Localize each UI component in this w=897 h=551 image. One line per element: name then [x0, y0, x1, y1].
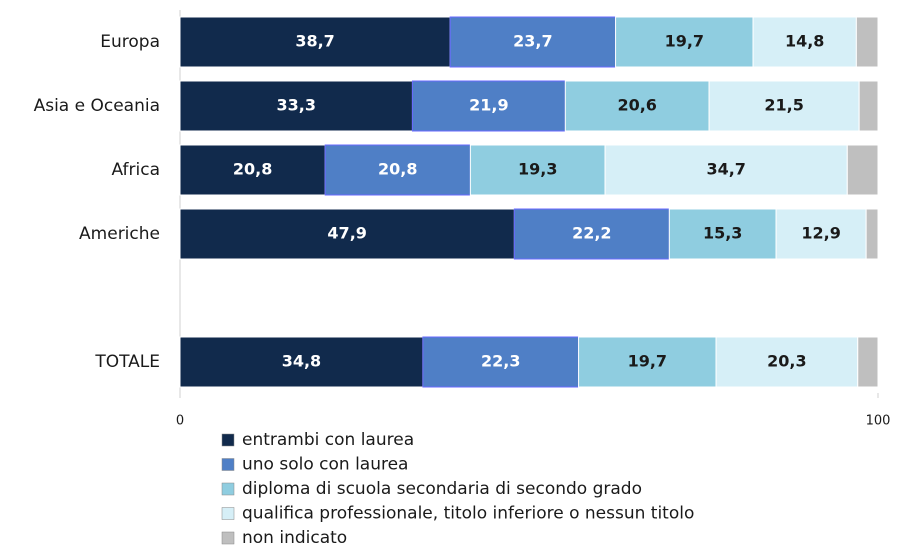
value-label: 12,9 [801, 224, 840, 243]
value-label: 20,6 [617, 96, 656, 115]
category-label: TOTALE [94, 352, 160, 372]
value-label: 21,5 [764, 96, 803, 115]
value-label: 20,8 [233, 160, 272, 179]
bar-segment [179, 80, 413, 132]
x-tick-label: 0 [176, 414, 184, 429]
bar-segment [668, 208, 777, 260]
bar-segment [858, 80, 879, 132]
bar-segment [179, 336, 424, 388]
bar-segment [513, 208, 670, 260]
legend-swatch [221, 482, 235, 496]
value-label: 34,8 [282, 352, 321, 371]
legend-swatch [221, 507, 235, 520]
value-label: 21,9 [469, 96, 508, 115]
value-label: 19,7 [628, 352, 667, 371]
value-label: 14,8 [785, 32, 824, 51]
value-label: 20,3 [767, 352, 806, 371]
bar-segment [411, 80, 566, 132]
bar-segment [775, 208, 867, 260]
legend-swatch [221, 458, 235, 471]
bar-segment [846, 144, 879, 196]
bar-segment [179, 144, 326, 196]
value-label: 22,2 [572, 224, 611, 243]
category-label: Europa [100, 32, 160, 52]
category-label: Asia e Oceania [34, 96, 160, 116]
value-label: 34,7 [706, 160, 745, 179]
legend-label: diploma di scuola secondaria di secondo … [242, 479, 642, 499]
bar-segment [708, 80, 860, 132]
value-label: 20,8 [378, 160, 417, 179]
value-label: 19,3 [518, 160, 557, 179]
value-label: 47,9 [327, 224, 366, 243]
legend-label: qualifica professionale, titolo inferior… [242, 504, 694, 524]
bar-segment [578, 336, 717, 388]
bar-segment [179, 16, 451, 68]
x-tick-label: 100 [866, 414, 891, 429]
bar-segment [604, 144, 848, 196]
bar-segment [865, 208, 879, 260]
bar-segment [615, 16, 754, 68]
legend-label: non indicato [242, 528, 347, 548]
bar-segment [715, 336, 859, 388]
value-label: 19,7 [665, 32, 704, 51]
legend-label: uno solo con laurea [242, 455, 408, 475]
category-label: Americhe [79, 224, 160, 244]
bar-segment [324, 144, 471, 196]
bar-segment [449, 16, 617, 68]
bar-segment [422, 336, 580, 388]
bar-segment [469, 144, 606, 196]
bar-segment [752, 16, 857, 68]
value-label: 33,3 [276, 96, 315, 115]
bar-segment [179, 208, 515, 260]
category-label: Africa [112, 160, 161, 180]
value-label: 38,7 [295, 32, 334, 51]
legend-swatch [221, 433, 235, 447]
bar-segment [855, 16, 879, 68]
value-label: 23,7 [513, 32, 552, 51]
bar-segment [564, 80, 710, 132]
value-label: 15,3 [703, 224, 742, 243]
legend-swatch [221, 531, 235, 545]
value-label: 22,3 [481, 352, 520, 371]
legend-label: entrambi con laurea [242, 430, 414, 450]
bar-segment [857, 336, 879, 388]
